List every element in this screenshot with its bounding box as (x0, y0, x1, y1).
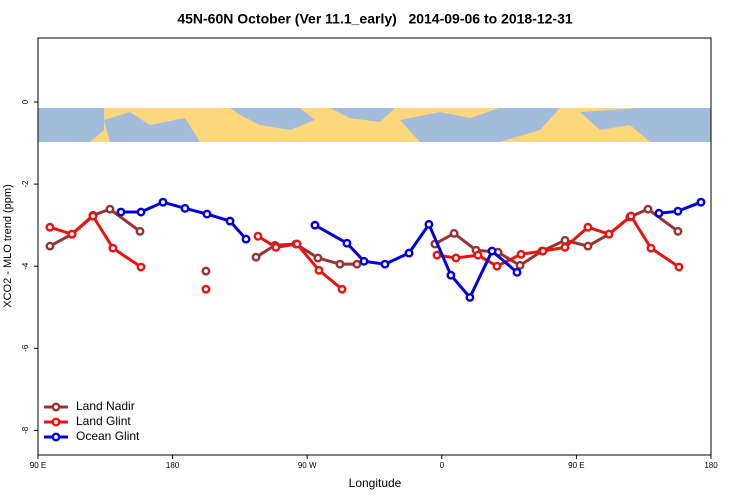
data-point (310, 220, 320, 230)
data-point (116, 207, 126, 217)
data-point (45, 222, 55, 232)
data-point (251, 252, 261, 262)
data-point (654, 208, 664, 218)
y-tick-label: 0 (21, 99, 30, 104)
data-point (560, 235, 570, 245)
legend-label: Ocean Glint (76, 429, 140, 443)
data-point (67, 229, 77, 239)
data-point (451, 253, 461, 263)
legend-swatch-marker (51, 402, 61, 412)
data-point (646, 243, 656, 253)
data-point (515, 260, 525, 270)
x-tick-label: 180 (704, 461, 718, 470)
data-point (560, 242, 570, 252)
data-point (225, 216, 235, 226)
map-strip (38, 108, 711, 142)
y-tick-label: -6 (21, 344, 30, 352)
data-point (136, 207, 146, 217)
data-point (626, 211, 636, 221)
data-point (487, 246, 497, 256)
x-axis-label: Longitude (349, 476, 402, 490)
data-point (512, 267, 522, 277)
data-point (136, 262, 146, 272)
y-tick-label: -4 (21, 262, 30, 270)
chart-title: 45N-60N October (Ver 11.1_early) 2014-09… (177, 11, 573, 27)
data-point (201, 266, 211, 276)
data-point (88, 211, 98, 221)
data-point (465, 292, 475, 302)
y-tick-label: -8 (21, 426, 30, 434)
data-point (583, 222, 593, 232)
data-point (424, 219, 434, 229)
data-point (673, 206, 683, 216)
plot-frame (37, 37, 712, 456)
data-point (583, 241, 593, 251)
x-tick-label: 0 (440, 461, 445, 470)
data-point (673, 226, 683, 236)
data-point (516, 249, 526, 259)
legend-label: Land Glint (76, 414, 131, 428)
data-point (108, 243, 118, 253)
data-point (604, 229, 614, 239)
data-point (135, 226, 145, 236)
data-point (432, 250, 442, 260)
data-point (314, 265, 324, 275)
data-point (313, 253, 323, 263)
data-point (158, 197, 168, 207)
legend-label: Land Nadir (76, 399, 135, 413)
x-tick-label: 180 (166, 461, 180, 470)
x-tick-label: 90 E (30, 461, 46, 470)
data-point (473, 250, 483, 260)
data-point (271, 242, 281, 252)
y-axis-label: XCO2 - MLO trend (ppm) (2, 184, 14, 307)
data-point (105, 204, 115, 214)
data-point (335, 259, 345, 269)
x-tick-label: 90 W (298, 461, 317, 470)
data-point (337, 284, 347, 294)
data-point (45, 241, 55, 251)
data-point (202, 209, 212, 219)
y-tick-label: -2 (21, 180, 30, 188)
data-point (201, 284, 211, 294)
data-point (696, 197, 706, 207)
map-ocean (38, 108, 711, 142)
series-line (314, 221, 519, 301)
data-point (342, 238, 352, 248)
data-point (359, 256, 369, 266)
data-point (449, 228, 459, 238)
data-point (674, 262, 684, 272)
data-point (380, 259, 390, 269)
data-point (352, 259, 362, 269)
data-point (446, 270, 456, 280)
data-point (492, 261, 502, 271)
data-point (643, 204, 653, 214)
data-point (241, 234, 251, 244)
data-point (292, 239, 302, 249)
legend-swatch-marker (51, 417, 61, 427)
data-point (538, 246, 548, 256)
data-point (180, 203, 190, 213)
x-tick-label: 90 E (568, 461, 584, 470)
legend-swatch-marker (51, 432, 61, 442)
data-point (253, 231, 263, 241)
data-point (404, 248, 414, 258)
